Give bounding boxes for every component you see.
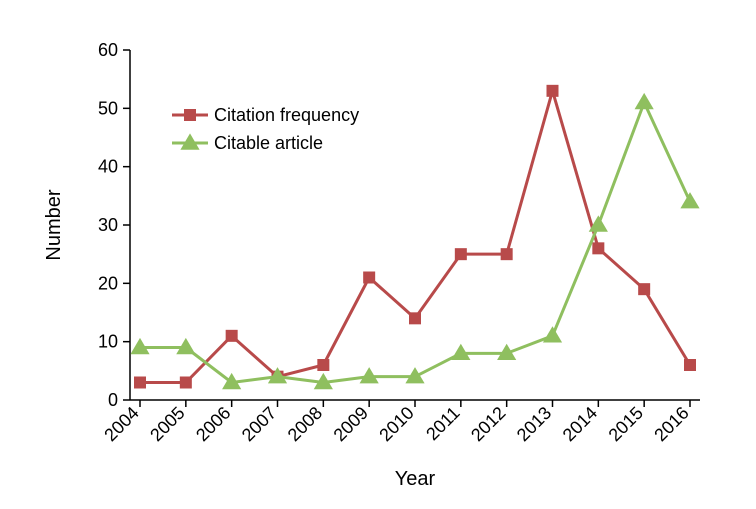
svg-text:20: 20 [98, 273, 118, 293]
svg-text:60: 60 [98, 40, 118, 60]
svg-text:2013: 2013 [513, 403, 555, 445]
svg-text:10: 10 [98, 332, 118, 352]
chart-container: 0102030405060200420052006200720082009201… [0, 0, 756, 509]
svg-text:2016: 2016 [650, 403, 692, 445]
svg-text:40: 40 [98, 157, 118, 177]
svg-text:50: 50 [98, 98, 118, 118]
svg-text:2011: 2011 [422, 403, 464, 445]
svg-text:30: 30 [98, 215, 118, 235]
line-chart: 0102030405060200420052006200720082009201… [0, 0, 756, 509]
svg-text:2015: 2015 [605, 403, 647, 445]
svg-text:2012: 2012 [467, 403, 509, 445]
svg-text:2009: 2009 [330, 403, 372, 445]
svg-text:0: 0 [108, 390, 118, 410]
svg-text:2008: 2008 [284, 403, 326, 445]
svg-text:Year: Year [395, 468, 436, 490]
svg-text:2007: 2007 [238, 403, 280, 445]
svg-text:Number: Number [43, 189, 65, 260]
svg-text:Citation frequency: Citation frequency [214, 105, 359, 125]
svg-text:2004: 2004 [100, 403, 142, 445]
svg-text:2006: 2006 [192, 403, 234, 445]
svg-text:2014: 2014 [559, 403, 601, 445]
svg-text:2005: 2005 [146, 403, 188, 445]
svg-text:2010: 2010 [375, 403, 417, 445]
svg-text:Citable article: Citable article [214, 133, 323, 153]
